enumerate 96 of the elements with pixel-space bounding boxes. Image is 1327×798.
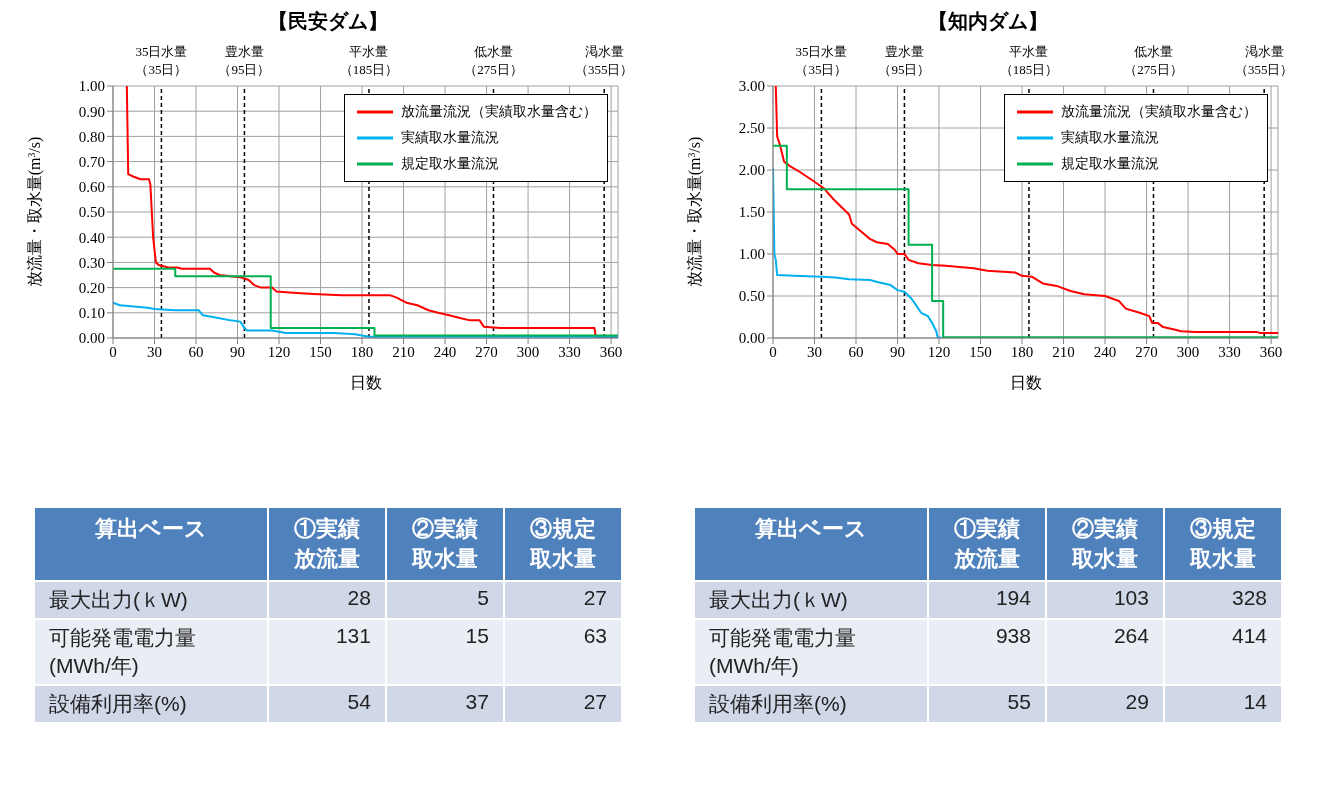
y-tick-label: 可能発電電力量(MWh/年) <box>49 625 197 679</box>
y-tick-label: 1.00 <box>78 78 105 95</box>
y-tick-label: 0.40 <box>78 229 105 246</box>
x-tick-label: 300 <box>1176 343 1200 360</box>
y-tick-label: 設備利用率(%) <box>49 691 188 717</box>
x-tick-label: 150 <box>309 343 332 360</box>
legend-label: 実績取水量流況 <box>401 129 499 147</box>
y-tick-label: 0.20 <box>78 279 105 296</box>
x-tick-label: ②実績取水量 <box>410 515 479 573</box>
y-tick-label: 0.90 <box>78 103 105 120</box>
x-tick-label: 60 <box>188 343 204 360</box>
x-tick-label: 300 <box>516 343 540 360</box>
x-tick-label: 150 <box>969 343 992 360</box>
x-tick-label: 360 <box>1259 343 1283 360</box>
data-label: 63 <box>503 619 622 685</box>
x-tick-label: 0 <box>769 343 777 360</box>
x-tick-label: 120 <box>267 343 291 360</box>
y-tick-label: 0.10 <box>78 305 105 322</box>
x-tick-label: ①実績放流量 <box>292 515 361 573</box>
x-tick-label: 360 <box>599 343 623 360</box>
x-tick-label: 180 <box>1010 343 1034 360</box>
y-tick-label: 0.00 <box>738 330 765 347</box>
legend-label: 放流量流況（実績取水量含む） <box>401 103 597 121</box>
legend-label: 規定取水量流況 <box>1061 155 1159 173</box>
x-tick-label: 270 <box>475 343 498 360</box>
x-tick-label: 240 <box>1093 343 1117 360</box>
x-tick-label: ②実績取水量 <box>1070 515 1139 573</box>
x-tick-label: ①実績放流量 <box>952 515 1021 573</box>
x-tick-label: 210 <box>392 343 415 360</box>
x-tick-label: 90 <box>230 343 246 360</box>
data-label: 27 <box>503 685 622 723</box>
y-tick-label: 2.50 <box>738 120 765 137</box>
x-tick-label: 120 <box>927 343 951 360</box>
ref-line-label: 低水量（275日） <box>464 44 523 77</box>
data-label: 14 <box>1163 685 1282 723</box>
data-label: 15 <box>385 619 504 685</box>
x-tick-label: 330 <box>558 343 581 360</box>
ref-line-label: 35日水量（35日） <box>795 44 848 77</box>
x-axis-title: 日数 <box>349 374 382 391</box>
x-tick-label: 180 <box>350 343 374 360</box>
legend-label: 放流量流況（実績取水量含む） <box>1061 103 1257 121</box>
y-tick-label: 0.30 <box>78 254 105 271</box>
x-tick-label: 210 <box>1052 343 1075 360</box>
data-label: 27 <box>503 581 622 619</box>
y-tick-label: 3.00 <box>738 78 765 95</box>
data-label: 131 <box>267 619 386 685</box>
data-label: 103 <box>1045 581 1164 619</box>
x-tick-label: 0 <box>109 343 117 360</box>
ref-line-label: 渇水量（355日） <box>1234 44 1294 77</box>
y-tick-label: 2.00 <box>738 162 765 179</box>
y-tick-label: 0.00 <box>78 330 105 347</box>
x-tick-label: ③規定取水量 <box>528 515 597 573</box>
data-label: 37 <box>385 685 504 723</box>
chart-title: 【民安ダム】 <box>267 9 389 34</box>
y-tick-label: 可能発電電力量(MWh/年) <box>709 625 857 679</box>
y-tick-label: 0.50 <box>738 288 765 305</box>
data-label: 194 <box>927 581 1046 619</box>
ref-line-label: 豊水量（95日） <box>218 44 271 77</box>
ref-line-label: 平水量（185日） <box>999 44 1059 77</box>
ref-line-label: 豊水量（95日） <box>878 44 931 77</box>
data-label: 28 <box>267 581 386 619</box>
legend-label: 規定取水量流況 <box>401 155 499 173</box>
data-label: 414 <box>1163 619 1282 685</box>
y-tick-label: 1.00 <box>738 246 765 263</box>
ref-line-label: 渇水量（355日） <box>574 44 634 77</box>
x-tick-label: 30 <box>807 343 823 360</box>
data-label: 29 <box>1045 685 1164 723</box>
x-tick-label: 240 <box>433 343 457 360</box>
data-label: 5 <box>385 581 504 619</box>
y-tick-label: 1.50 <box>738 204 765 221</box>
x-tick-label: 60 <box>848 343 864 360</box>
data-label: 328 <box>1163 581 1282 619</box>
y-tick-label: 0.80 <box>78 128 105 145</box>
y-axis-title: 算出ベース <box>34 507 268 581</box>
x-tick-label: 330 <box>1218 343 1241 360</box>
y-tick-label: 最大出力(ｋW) <box>709 587 849 613</box>
y-axis-title: 算出ベース <box>694 507 928 581</box>
data-label: 55 <box>927 685 1046 723</box>
x-tick-label: 30 <box>147 343 163 360</box>
y-tick-label: 最大出力(ｋW) <box>49 587 189 613</box>
data-label: 938 <box>927 619 1046 685</box>
x-tick-label: 90 <box>890 343 906 360</box>
x-axis-title: 日数 <box>1009 374 1042 391</box>
data-label: 54 <box>267 685 386 723</box>
x-tick-label: 270 <box>1135 343 1158 360</box>
y-tick-label: 0.60 <box>78 179 105 196</box>
y-tick-label: 設備利用率(%) <box>709 691 848 717</box>
data-label: 264 <box>1045 619 1164 685</box>
ref-line-label: 平水量（185日） <box>339 44 399 77</box>
y-tick-label: 0.50 <box>78 204 105 221</box>
legend-label: 実績取水量流況 <box>1061 129 1159 147</box>
y-tick-label: 0.70 <box>78 153 105 170</box>
ref-line-label: 35日水量（35日） <box>135 44 188 77</box>
ref-line-label: 低水量（275日） <box>1124 44 1183 77</box>
x-tick-label: ③規定取水量 <box>1188 515 1257 573</box>
chart-title: 【知内ダム】 <box>927 9 1049 34</box>
